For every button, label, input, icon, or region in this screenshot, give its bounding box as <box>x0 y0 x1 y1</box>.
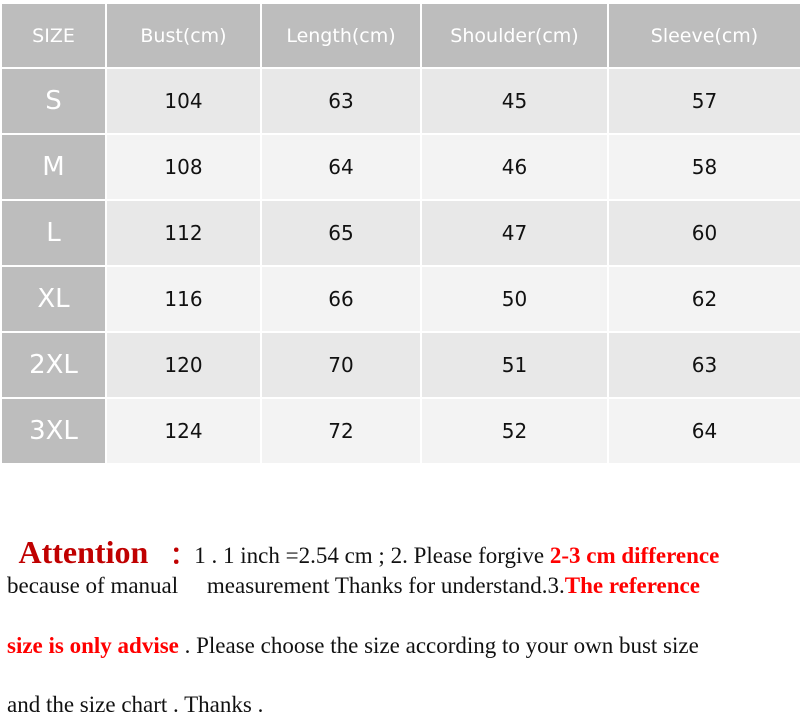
table-row: M 108 64 46 58 <box>0 133 800 201</box>
value-cell: 65 <box>260 199 422 267</box>
size-cell: 3XL <box>0 397 107 465</box>
note-line-1: Attention ：1 . 1 inch =2.54 cm ; 2. Pleas… <box>7 508 720 571</box>
size-cell: M <box>0 133 107 201</box>
column-header: Sleeve(cm) <box>607 2 800 69</box>
note-text: and the size chart . Thanks . <box>7 692 264 717</box>
size-cell: S <box>0 67 107 135</box>
size-chart-table: SIZE Bust(cm) Length(cm) Shoulder(cm) Sleeve… <box>0 2 800 465</box>
table-row: 2XL 120 70 51 63 <box>0 331 800 399</box>
value-cell: 52 <box>420 397 609 465</box>
size-cell: XL <box>0 265 107 333</box>
value-cell: 62 <box>607 265 800 333</box>
value-cell: 45 <box>420 67 609 135</box>
note-text: because of manual measurement Thanks for… <box>7 573 565 598</box>
size-cell: 2XL <box>0 331 107 399</box>
value-cell: 50 <box>420 265 609 333</box>
note-line-4: and the size chart . Thanks . <box>7 692 263 718</box>
table-row: L 112 65 47 60 <box>0 199 800 267</box>
value-cell: 64 <box>607 397 800 465</box>
value-cell: 72 <box>260 397 422 465</box>
value-cell: 116 <box>105 265 262 333</box>
column-header: SIZE <box>0 2 107 69</box>
value-cell: 120 <box>105 331 262 399</box>
table-row: 3XL 124 72 52 64 <box>0 397 800 465</box>
note-text: 1 . 1 inch =2.54 cm ; 2. Please forgive <box>194 543 550 568</box>
attention-colon: ： <box>170 543 195 569</box>
value-cell: 47 <box>420 199 609 267</box>
attention-label: Attention <box>18 534 149 570</box>
value-cell: 66 <box>260 265 422 333</box>
value-cell: 64 <box>260 133 422 201</box>
column-header: Shoulder(cm) <box>420 2 609 69</box>
column-header: Length(cm) <box>260 2 422 69</box>
value-cell: 124 <box>105 397 262 465</box>
value-cell: 60 <box>607 199 800 267</box>
header-row: SIZE Bust(cm) Length(cm) Shoulder(cm) Sleeve… <box>0 2 800 69</box>
table-row: S 104 63 45 57 <box>0 67 800 135</box>
value-cell: 63 <box>607 331 800 399</box>
value-cell: 112 <box>105 199 262 267</box>
value-cell: 46 <box>420 133 609 201</box>
note-line-2: because of manual measurement Thanks for… <box>7 573 700 599</box>
value-cell: 104 <box>105 67 262 135</box>
note-highlight: The reference <box>564 573 700 598</box>
table-row: XL 116 66 50 62 <box>0 265 800 333</box>
column-header: Bust(cm) <box>105 2 262 69</box>
value-cell: 51 <box>420 331 609 399</box>
value-cell: 63 <box>260 67 422 135</box>
note-highlight: 2-3 cm difference <box>549 543 720 568</box>
value-cell: 57 <box>607 67 800 135</box>
note-highlight: size is only advise <box>7 633 179 658</box>
value-cell: 70 <box>260 331 422 399</box>
size-cell: L <box>0 199 107 267</box>
note-text: . Please choose the size according to yo… <box>178 633 699 658</box>
note-line-3: size is only advise . Please choose the … <box>7 633 699 659</box>
value-cell: 58 <box>607 133 800 201</box>
value-cell: 108 <box>105 133 262 201</box>
